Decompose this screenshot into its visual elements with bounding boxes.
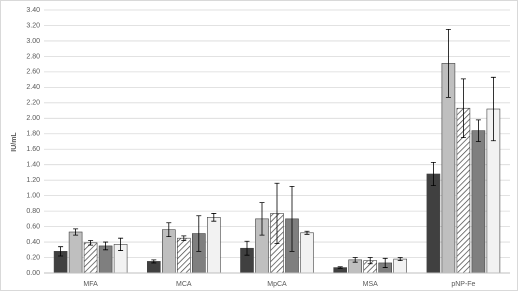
error-bar [88,240,94,246]
error-bar [460,78,466,139]
x-tick-label: MSA [363,281,379,288]
y-tick-label: 1.80 [26,131,40,138]
y-tick-label: 1.20 [26,177,40,184]
error-bar [397,257,403,262]
error-bar [289,185,295,252]
error-bar [490,76,496,142]
y-tick-label: 0.40 [26,239,40,246]
bar [207,217,221,274]
y-tick-label: 3.20 [26,22,40,29]
bar [177,237,191,274]
y-tick-label: 0.20 [26,254,40,261]
y-tick-label: 0.80 [26,208,40,215]
error-bar [118,237,124,251]
y-tick-label: 2.80 [26,53,40,60]
y-tick-label: 3.40 [26,7,40,14]
error-bar [304,230,310,235]
error-bar [352,257,358,263]
y-tick-label: 2.20 [26,100,40,107]
bar [426,173,441,274]
x-tick-label: MCA [176,281,192,288]
bar [68,231,83,274]
bar [393,258,408,274]
y-tick-label: 1.60 [26,146,40,153]
error-bar [73,228,79,236]
error-bar [181,235,187,241]
error-bar [196,215,202,252]
y-tick-label: 0.00 [26,270,40,277]
error-bar [367,257,373,265]
error-bar [475,119,481,142]
y-axis-title: IU/mL [11,132,18,152]
error-bar [259,202,265,236]
error-bar [151,259,157,264]
error-bar [103,241,109,251]
y-tick-label: 3.00 [26,38,40,45]
error-bar [382,257,388,268]
error-bar [445,28,451,98]
x-tick-label: MpCA [267,281,287,288]
error-bar [211,213,217,222]
y-tick-label: 2.60 [26,69,40,76]
error-bar [430,161,436,186]
error-bar [244,240,250,256]
error-bar [337,266,343,269]
y-tick-label: 1.40 [26,162,40,169]
y-tick-label: 2.40 [26,84,40,91]
y-tick-label: 0.60 [26,223,40,230]
y-tick-label: 1.00 [26,192,40,199]
y-tick-label: 2.00 [26,115,40,122]
bar [300,232,314,274]
x-tick-label: MFA [83,281,98,288]
error-bar [58,246,64,257]
error-bar [274,182,280,245]
error-bar [166,222,172,238]
bar [471,130,486,274]
x-tick-label: pNP-Fe [451,281,475,288]
bar [83,242,98,274]
